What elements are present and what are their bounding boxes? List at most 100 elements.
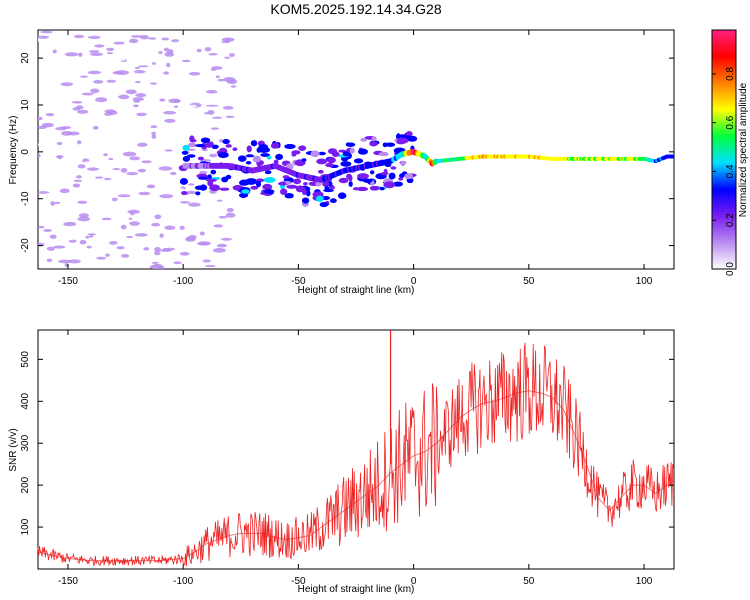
spectrogram-noise-cell (186, 236, 191, 241)
spectrogram-cell (250, 185, 259, 190)
spectrogram-noise-cell (192, 221, 199, 227)
y-tick-label: 300 (20, 434, 31, 451)
spectrogram-cell (342, 151, 350, 157)
spectrogram-noise-cell (116, 246, 125, 250)
snr-panel: -150 -100 -50 0 50 100 100 200 300 400 500 Height… (8, 329, 675, 595)
snr-x-label: Height of straight line (km) (298, 584, 415, 595)
x-tick-label: 0 (411, 276, 417, 287)
spectrogram-cell (369, 141, 378, 147)
spectrogram-cell (348, 181, 353, 187)
spectrogram-noise-cell (106, 47, 115, 52)
colorbar-tick-label: 0.2 (725, 213, 736, 227)
spectrogram-cell (273, 159, 279, 165)
colorbar-tick-label: 0.0 (725, 262, 736, 276)
spectrogram-noise-cell (79, 239, 87, 245)
spectrogram-cell (329, 198, 337, 204)
y-tick-label: 100 (20, 518, 31, 535)
spectrogram-cell (186, 154, 196, 158)
spectrogram-noise-cell (80, 63, 86, 68)
spectrogram-cell (392, 181, 403, 187)
x-tick-label: -150 (58, 276, 78, 287)
spectrogram-noise-cell (133, 69, 146, 74)
spectrogram-cell (301, 197, 310, 204)
spectrogram-noise-cell (111, 197, 118, 202)
spectrogram-noise-cell (135, 80, 141, 84)
spectrogram-y-ticks: -20 -10 0 10 20 (20, 52, 674, 253)
spectrogram-noise-cell (113, 41, 125, 45)
spectrogram-noise-cell (129, 156, 141, 161)
spectrogram-cell (205, 178, 217, 182)
spectrogram-noise-cell (60, 126, 72, 130)
spectrogram-cell (357, 173, 369, 180)
spectrogram-noise-cell (88, 50, 100, 54)
spectrogram-noise-cell (87, 35, 101, 40)
spectrogram-noise-cell (132, 97, 145, 102)
spectrogram-noise-cell (38, 153, 41, 158)
spectrogram-noise-cell (151, 134, 157, 139)
spectrogram-noise-cell (218, 215, 228, 219)
spectrogram-noise-cell (77, 109, 89, 114)
spectrogram-noise-cell (38, 116, 43, 121)
spectrogram-noise-cell (197, 241, 211, 246)
spectrogram-noise-cell (137, 168, 146, 173)
spectrogram-noise-cell (77, 216, 91, 222)
spectrogram-ridge-cell (671, 154, 674, 159)
spectrogram-cell (318, 151, 326, 156)
spectrogram-noise-cell (186, 79, 196, 83)
spectrogram-cell (325, 163, 334, 168)
spectrogram-noise-cell (82, 161, 96, 165)
spectrogram-noise-cell (108, 157, 114, 161)
spectrogram-noise-cell (137, 142, 148, 147)
spectrogram-noise-cell (166, 62, 171, 68)
spectrogram-noise-cell (163, 71, 170, 75)
spectrogram-noise-cell (151, 222, 161, 227)
spectrogram-noise-cell (194, 226, 203, 230)
spectrogram-x-ticks: -150 -100 -50 0 50 100 (58, 30, 653, 287)
spectrogram-cell (209, 184, 221, 192)
snr-x-ticks: -150 -100 -50 0 50 100 (58, 330, 653, 587)
spectrogram-noise-cell (185, 213, 191, 217)
spectrogram-noise-cell (220, 237, 233, 241)
spectrogram-cell (315, 181, 322, 187)
spectrogram-noise-cell (216, 199, 223, 202)
spectrogram-cell (207, 180, 214, 187)
spectrogram-cell (380, 172, 389, 176)
spectrogram-noise-cell (120, 253, 130, 258)
spectrogram-cell (182, 155, 190, 162)
spectrogram-noise-cell (173, 261, 183, 265)
spectrogram-cell (349, 147, 355, 154)
spectrogram-noise-cell (181, 59, 191, 63)
spectrogram-cell (379, 186, 385, 191)
x-tick-label: 50 (523, 576, 535, 587)
spectrogram-noise-cell (40, 30, 53, 34)
spectrogram-cell (189, 135, 195, 142)
spectrogram-noise-cell (154, 247, 161, 252)
colorbar-ticks: 0.0 0.2 0.4 0.6 0.8 (712, 67, 736, 276)
spectrogram-noise-cell (225, 115, 235, 119)
spectrogram-cell (262, 183, 273, 191)
spectrogram-noise-cell (86, 245, 92, 249)
spectrogram-noise-cell (162, 238, 177, 243)
spectrogram-noise-cell (136, 112, 147, 117)
spectrogram-noise-cell (38, 143, 43, 146)
spectrogram-noise-cell (217, 34, 226, 38)
spectrogram-noise-cell (90, 88, 100, 94)
spectrogram-noise-cell (148, 37, 157, 40)
spectrogram-cell (284, 144, 296, 150)
x-tick-label: 0 (411, 576, 417, 587)
spectrogram-noise-cell (68, 239, 77, 243)
spectrogram-cell (256, 147, 262, 153)
spectrogram-cell (222, 139, 230, 145)
spectrogram-noise-cell (217, 78, 225, 82)
spectrogram-cell (179, 178, 188, 185)
chart-title: KOM5.2025.192.14.34.G28 (270, 1, 441, 17)
spectrogram-noise-cell (114, 57, 126, 62)
spectrogram-cell (356, 186, 369, 192)
spectrogram-cell (206, 141, 213, 148)
spectrogram-cell (390, 166, 397, 170)
spectrogram-cell (299, 186, 306, 190)
y-tick-label: 200 (20, 476, 31, 493)
spectrogram-noise-cell (135, 93, 147, 98)
spectrogram-cell (270, 142, 280, 149)
